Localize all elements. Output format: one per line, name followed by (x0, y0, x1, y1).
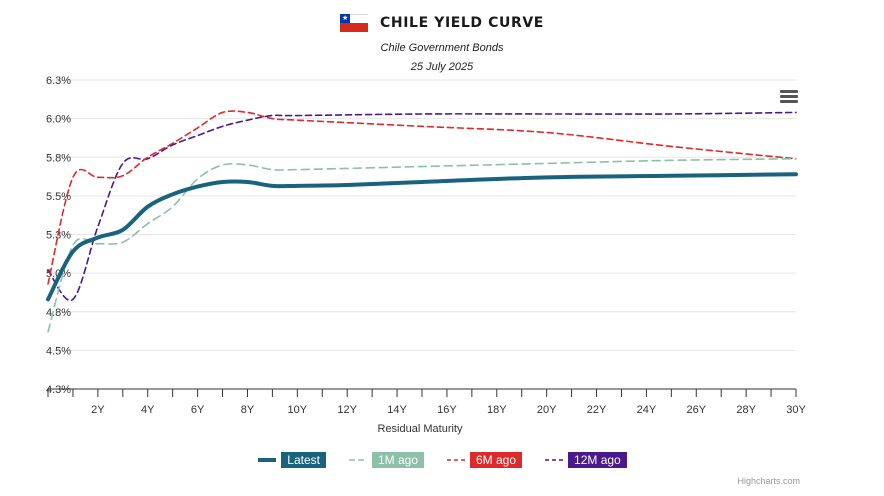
x-tick-label: 10Y (288, 404, 308, 416)
y-tick-label: 5.8% (46, 152, 71, 164)
chart-legend: Latest 1M ago 6M ago 12M ago (0, 452, 884, 468)
y-tick-label: 5.5% (46, 191, 71, 203)
chart-title-bar: ★ CHILE YIELD CURVE (0, 14, 884, 37)
x-tick-label: 2Y (91, 404, 105, 416)
legend-swatch (348, 459, 367, 461)
x-tick-label: 12Y (337, 404, 357, 416)
y-tick-label: 6.0% (46, 114, 71, 126)
y-tick-label: 5.3% (46, 230, 71, 242)
x-tick-label: 16Y (437, 404, 457, 416)
chile-flag-icon: ★ (340, 14, 369, 32)
series-line-1m-ago (47, 157, 797, 333)
chart-title: ★ CHILE YIELD CURVE (340, 14, 544, 32)
x-tick-label: 30Y (786, 404, 806, 416)
x-tick-label: 28Y (736, 404, 756, 416)
legend-label: Latest (281, 452, 326, 468)
x-tick-label: 18Y (487, 404, 507, 416)
legend-swatch (545, 459, 564, 461)
chart-date: 25 July 2025 (410, 61, 474, 73)
series-line-12m-ago (47, 111, 797, 302)
legend-swatch (258, 458, 277, 462)
hamburger-menu-icon[interactable] (779, 88, 799, 104)
x-tick-label: 6Y (191, 404, 205, 416)
legend-item-latest[interactable]: Latest (257, 452, 326, 468)
legend-label: 6M ago (470, 452, 523, 468)
y-tick-label: 4.5% (46, 345, 71, 357)
x-tick-label: 22Y (587, 404, 607, 416)
x-tick-label: 8Y (241, 404, 255, 416)
x-tick-label: 20Y (537, 404, 557, 416)
legend-item-1m-ago[interactable]: 1M ago (348, 452, 424, 468)
legend-label: 12M ago (568, 452, 627, 468)
y-tick-label: 4.8% (46, 307, 71, 319)
series-line-latest (46, 172, 798, 302)
series-line-6m-ago (47, 110, 797, 285)
chart-title-text: CHILE YIELD CURVE (380, 15, 544, 31)
y-tick-label: 4.3% (46, 384, 71, 396)
legend-label: 1M ago (371, 452, 424, 468)
x-tick-label: 4Y (141, 404, 155, 416)
legend-item-6m-ago[interactable]: 6M ago (446, 452, 523, 468)
x-tick-label: 26Y (686, 404, 706, 416)
y-tick-label: 6.3% (46, 75, 71, 87)
x-axis-title: Residual Maturity (378, 423, 463, 435)
x-tick-label: 24Y (637, 404, 657, 416)
chart-subtitle: Chile Government Bonds (380, 42, 504, 54)
x-tick-label: 14Y (387, 404, 407, 416)
legend-swatch (447, 459, 465, 461)
credits-link[interactable]: Highcharts.com (737, 476, 800, 486)
legend-item-12m-ago[interactable]: 12M ago (544, 452, 627, 468)
